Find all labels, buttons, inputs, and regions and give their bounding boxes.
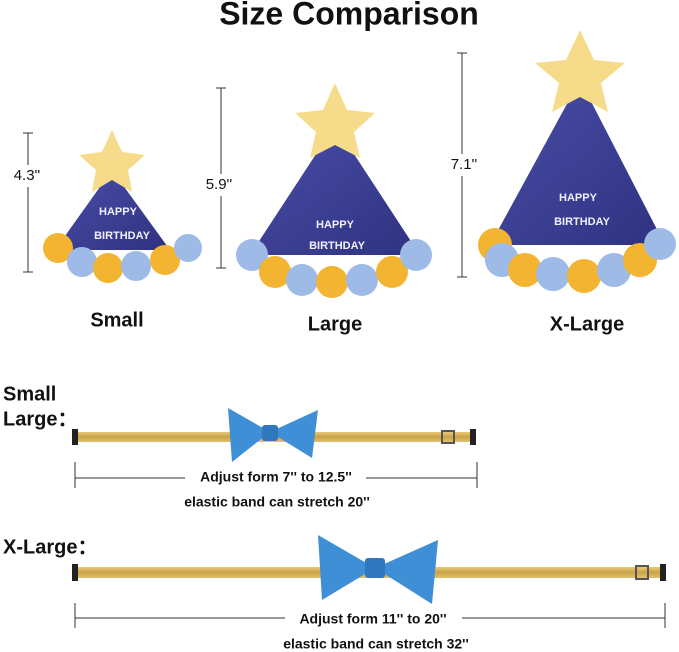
height: 4.3'': [14, 167, 41, 184]
hat-small: 4.3'' HAPPY BIRTHDAY Small: [14, 130, 202, 331]
height: 5.9'': [206, 176, 233, 193]
adjust: Adjust form 7'' to 12.5'': [200, 469, 352, 485]
title: Size Comparison: [219, 0, 479, 31]
size: Small: [90, 309, 143, 331]
stretch: elastic band can stretch 32'': [283, 636, 469, 652]
hat-print: HAPPY: [99, 206, 138, 218]
hat-print: HAPPY: [316, 219, 355, 231]
stretch: elastic band can stretch 20'': [184, 494, 370, 510]
hat-print: BIRTHDAY: [554, 216, 610, 228]
collar-xlarge: X-Large： Adjust form 11'' to 20'' elasti…: [3, 535, 666, 652]
hat-print: BIRTHDAY: [94, 230, 150, 242]
collar-label: Small: [3, 383, 56, 405]
collar-label: X-Large：: [3, 536, 97, 558]
size: Large: [308, 313, 362, 335]
collar-label: Large：: [3, 408, 77, 430]
height: 7.1'': [451, 156, 478, 173]
hat-print: BIRTHDAY: [309, 240, 365, 252]
adjust: Adjust form 11'' to 20'': [299, 611, 446, 627]
collar-small-large: Small Large： Adjust form 7'' to 12.5'' e…: [3, 383, 478, 510]
hat-large: 5.9'' HAPPY BIRTHDAY Large: [206, 83, 432, 335]
hat-xlarge: 7.1'' HAPPY BIRTHDAY X-Large: [451, 30, 676, 335]
hat-print: HAPPY: [559, 192, 598, 204]
size: X-Large: [550, 313, 624, 335]
